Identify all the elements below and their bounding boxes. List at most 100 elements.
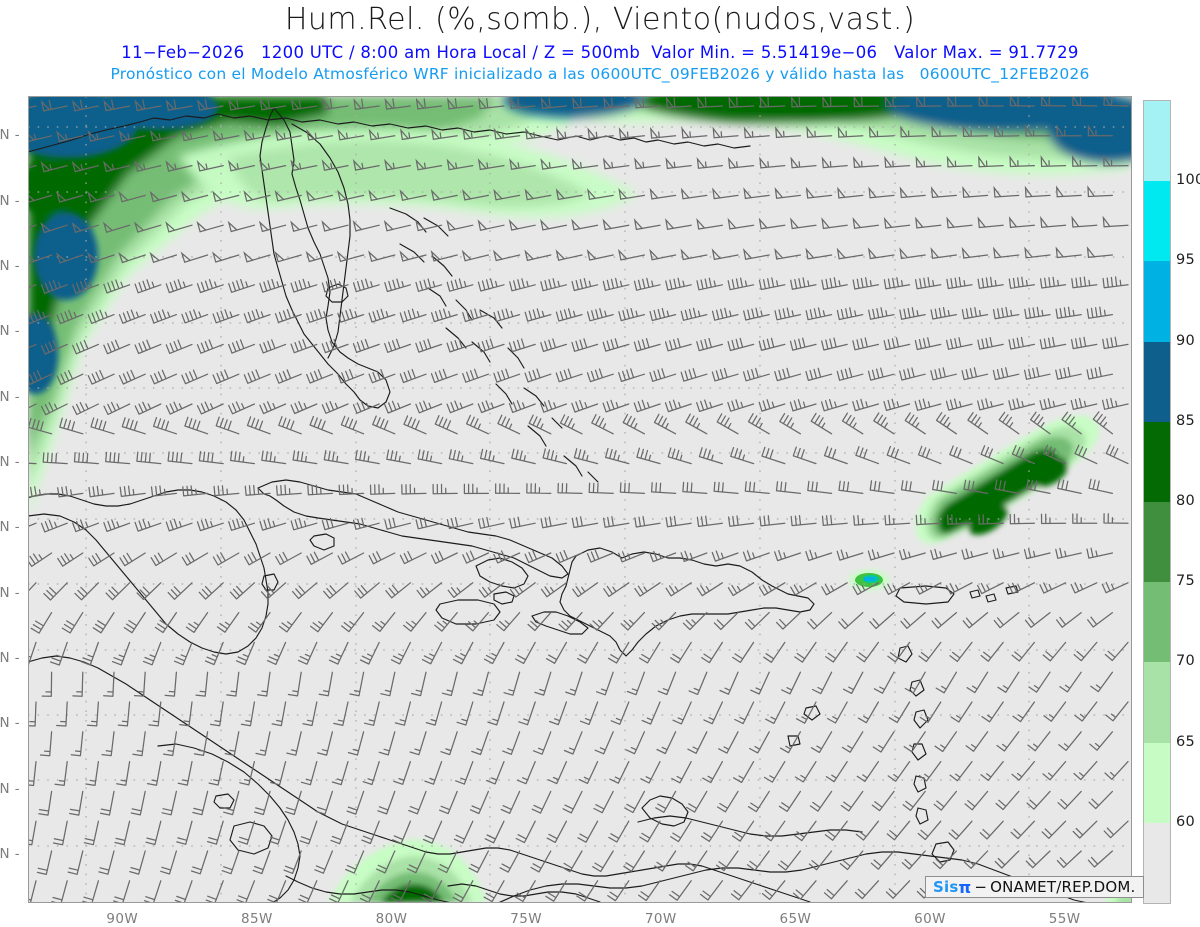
wind-barb — [1009, 513, 1036, 525]
map-plot-area[interactable] — [28, 96, 1132, 903]
wind-barb — [998, 411, 1020, 435]
wind-barb — [224, 731, 240, 757]
wind-barb — [649, 248, 677, 261]
map-svg — [28, 96, 1132, 903]
wind-barb — [839, 850, 864, 871]
wind-barb — [399, 368, 427, 384]
wind-barb — [949, 445, 973, 465]
wind-barb — [555, 249, 583, 261]
wind-barb — [836, 367, 864, 381]
wind-barb — [571, 218, 599, 231]
wind-barb — [55, 252, 84, 264]
wind-barb — [671, 760, 692, 784]
lon-tick-label: 70W — [644, 911, 677, 927]
wind-barb — [123, 611, 146, 634]
wind-barb — [28, 133, 53, 143]
wind-barb — [962, 185, 989, 198]
wind-barb — [165, 401, 193, 415]
wind-barb — [28, 224, 37, 229]
wind-barb — [503, 671, 521, 696]
wind-barb — [638, 641, 661, 664]
wind-barb — [434, 611, 458, 632]
coastline-panama-canal — [447, 883, 601, 903]
wind-barb — [711, 550, 739, 562]
wind-barb — [977, 398, 1004, 411]
wind-barb — [484, 820, 505, 844]
wind-barb — [540, 157, 568, 170]
wind-barb — [961, 548, 989, 560]
wind-barb — [696, 515, 724, 528]
wind-barb — [150, 485, 178, 497]
wind-barb — [963, 479, 989, 495]
wind-barb — [496, 611, 521, 632]
wind-barb — [718, 731, 739, 754]
wind-barb — [759, 96, 786, 108]
wind-barb — [742, 550, 770, 562]
wind-barb — [617, 248, 646, 261]
wind-barb — [540, 218, 568, 231]
wind-barb — [542, 448, 568, 465]
wind-barb — [680, 248, 708, 261]
wind-barb — [384, 97, 412, 110]
wind-barb — [71, 99, 100, 112]
wind-barb — [477, 338, 505, 353]
wind-barb — [417, 449, 443, 465]
wind-barb — [368, 189, 396, 202]
colorbar[interactable] — [1143, 100, 1171, 904]
wind-barb — [493, 188, 521, 201]
wind-barb — [196, 220, 224, 233]
wind-barb — [290, 159, 318, 172]
wind-barb — [477, 516, 505, 529]
wind-barb — [150, 369, 178, 385]
wind-barb — [791, 96, 817, 108]
wind-barb — [545, 641, 568, 664]
wind-barb — [604, 447, 630, 465]
wind-barb — [918, 641, 942, 663]
coastline-yucatan — [28, 489, 269, 655]
wind-barb — [821, 217, 848, 230]
wind-barb — [561, 850, 583, 873]
wind-barb — [352, 278, 380, 293]
wind-barb — [914, 582, 942, 595]
wind-barb — [150, 552, 178, 567]
coastline-trinidad — [931, 841, 955, 863]
wind-barb — [421, 641, 443, 665]
wind-barb — [961, 306, 989, 320]
wind-barb — [524, 550, 552, 564]
wind-barb — [462, 308, 490, 323]
wind-barb — [727, 217, 755, 230]
wind-barb — [90, 417, 115, 435]
wind-barb — [165, 279, 193, 294]
wind-barb — [932, 479, 958, 495]
wind-barb — [1023, 548, 1051, 560]
credit-badge[interactable]: Sis π − ONAMET/REP.DOM. — [925, 876, 1144, 898]
wind-barb — [884, 155, 911, 168]
wind-barb — [184, 416, 209, 435]
wind-barb — [873, 671, 895, 694]
wind-barb — [511, 448, 536, 465]
wind-barb — [949, 641, 973, 663]
colorbar-segment — [1144, 742, 1170, 823]
wind-barb — [885, 880, 911, 899]
wind-barb — [914, 398, 942, 411]
wind-barb — [901, 850, 926, 870]
wind-barb — [618, 368, 646, 383]
wind-barb — [274, 189, 302, 202]
wind-barb — [1074, 444, 1098, 465]
wind-barb — [794, 641, 817, 663]
wind-barb — [933, 790, 958, 811]
wind-barb — [711, 307, 739, 321]
wind-barb — [934, 731, 958, 753]
wind-barb — [930, 367, 958, 381]
wind-barb — [883, 582, 911, 595]
wind-barb — [807, 611, 833, 630]
wind-barb — [117, 701, 131, 727]
coastline-lake-nicaragua — [229, 821, 273, 855]
wind-barb — [603, 96, 630, 109]
wind-barb — [633, 218, 661, 231]
wind-barb — [779, 731, 802, 754]
wind-barb — [88, 552, 115, 567]
wind-barb — [447, 97, 474, 110]
colorbar-tick-label: 95 — [1176, 252, 1196, 269]
wind-barb — [1087, 185, 1114, 198]
